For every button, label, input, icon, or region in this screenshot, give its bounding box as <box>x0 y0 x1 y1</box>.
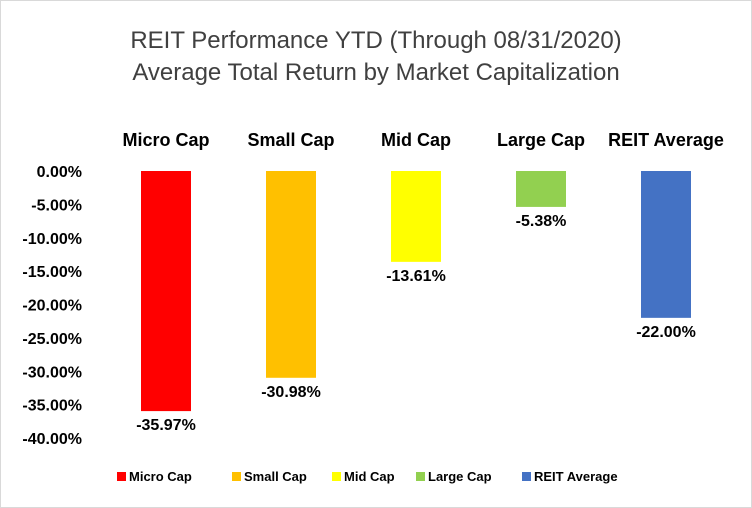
y-tick-label: -25.00% <box>22 331 82 348</box>
chart-title: REIT Performance YTD (Through 08/31/2020… <box>130 27 621 54</box>
bar <box>641 171 691 318</box>
bar <box>516 171 566 207</box>
data-label: -13.61% <box>386 268 446 285</box>
category-label: Mid Cap <box>381 130 451 150</box>
bar <box>266 171 316 378</box>
legend-entry: REIT Average <box>534 469 618 484</box>
category-label: Micro Cap <box>122 130 209 150</box>
legend-entry: Small Cap <box>244 469 307 484</box>
legend-entry: Mid Cap <box>344 469 395 484</box>
data-label: -22.00% <box>636 324 696 341</box>
category-label: Small Cap <box>247 130 334 150</box>
bar <box>391 171 441 262</box>
bar <box>141 171 191 412</box>
bars <box>141 171 691 412</box>
legend-entry: Large Cap <box>428 469 492 484</box>
y-tick-label: -30.00% <box>22 364 82 381</box>
y-tick-label: -40.00% <box>22 431 82 448</box>
legend-entry: Micro Cap <box>129 469 192 484</box>
y-tick-label: -20.00% <box>22 298 82 315</box>
chart-subtitle: Average Total Return by Market Capitaliz… <box>132 59 619 86</box>
y-tick-label: -15.00% <box>22 264 82 281</box>
category-label: REIT Average <box>608 130 724 150</box>
legend-swatch <box>232 472 241 481</box>
legend-swatch <box>522 472 531 481</box>
category-labels: Micro Cap Small Cap Mid Cap Large Cap REIT A… <box>122 130 723 150</box>
y-tick-label: -5.00% <box>31 197 82 214</box>
y-axis: 0.00% -5.00% -10.00% -15.00% -20.00% -25.00% -… <box>22 164 82 448</box>
legend-swatch <box>416 472 425 481</box>
legend-swatch <box>332 472 341 481</box>
data-label: -35.97% <box>136 417 196 434</box>
legend: Micro Cap Small Cap Mid Cap Large Cap REIT A… <box>117 469 618 484</box>
data-label: -5.38% <box>516 213 567 230</box>
data-labels: -35.97% -30.98% -13.61% -5.38% -22.00% <box>136 213 696 434</box>
y-tick-label: 0.00% <box>37 164 82 181</box>
legend-swatch <box>117 472 126 481</box>
data-label: -30.98% <box>261 384 321 401</box>
y-tick-label: -35.00% <box>22 398 82 415</box>
y-tick-label: -10.00% <box>22 231 82 248</box>
category-label: Large Cap <box>497 130 585 150</box>
